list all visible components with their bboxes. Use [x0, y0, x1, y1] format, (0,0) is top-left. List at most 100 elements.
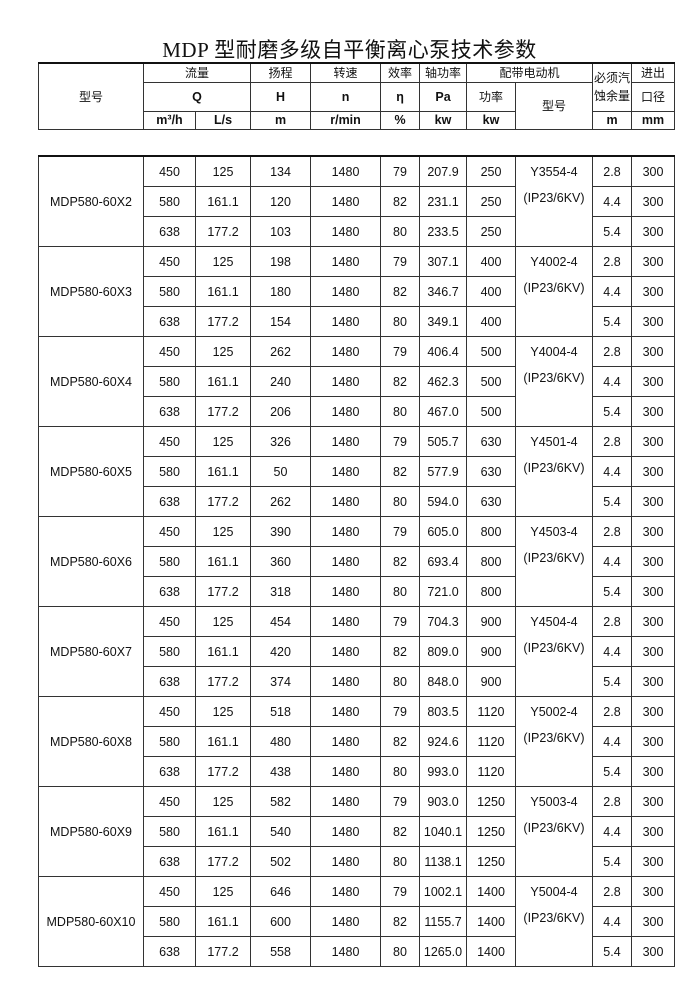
speed: 1480 — [310, 306, 381, 337]
motor-power: 250 — [466, 216, 516, 247]
flow-ls: 125 — [195, 426, 251, 457]
shaft-power: 207.9 — [419, 155, 467, 187]
motor-power: 630 — [466, 426, 516, 457]
port: 300 — [631, 936, 675, 967]
flow-m3h: 580 — [143, 906, 196, 937]
flow-m3h: 580 — [143, 186, 196, 217]
port: 300 — [631, 636, 675, 667]
motor-model-cell: Y3554-4 (IP23/6KV) — [515, 155, 593, 247]
motor-power: 400 — [466, 246, 516, 277]
flow-ls: 161.1 — [195, 906, 251, 937]
port: 300 — [631, 426, 675, 457]
unit-eta: % — [380, 110, 421, 130]
flow-ls: 125 — [195, 336, 251, 367]
efficiency: 79 — [380, 246, 420, 277]
efficiency: 82 — [380, 816, 420, 847]
npsh: 5.4 — [592, 756, 632, 787]
table-row: 638 177.2 502 1480 80 1138.1 1250 5.4 300 — [39, 846, 675, 877]
port: 300 — [631, 666, 675, 697]
head: 502 — [250, 846, 311, 877]
motor-model: Y5004-4 — [530, 885, 578, 899]
head: 103 — [250, 216, 311, 247]
npsh: 4.4 — [592, 456, 632, 487]
flow-m3h: 450 — [143, 606, 196, 637]
flow-ls: 125 — [195, 876, 251, 907]
header-npsh: 必须汽蚀余量 — [592, 62, 633, 112]
table-row: 638 177.2 558 1480 80 1265.0 1400 5.4 300 — [39, 936, 675, 967]
flow-ls: 125 — [195, 246, 251, 277]
flow-m3h: 638 — [143, 216, 196, 247]
head: 600 — [250, 906, 311, 937]
header-h: H — [250, 81, 312, 112]
motor-model: Y4002-4 — [530, 255, 578, 269]
shaft-power: 924.6 — [419, 726, 467, 757]
flow-ls: 177.2 — [195, 576, 251, 607]
flow-m3h: 638 — [143, 486, 196, 517]
model-cell: MDP580-60X6 — [38, 516, 144, 607]
flow-ls: 177.2 — [195, 936, 251, 967]
efficiency: 79 — [380, 516, 420, 547]
speed: 1480 — [310, 636, 381, 667]
speed: 1480 — [310, 906, 381, 937]
flow-ls: 125 — [195, 606, 251, 637]
shaft-power: 704.3 — [419, 606, 467, 637]
flow-ls: 125 — [195, 516, 251, 547]
efficiency: 80 — [380, 396, 420, 427]
npsh: 5.4 — [592, 666, 632, 697]
table-row: 638 177.2 262 1480 80 594.0 630 5.4 300 — [39, 486, 675, 517]
npsh: 5.4 — [592, 846, 632, 877]
flow-m3h: 580 — [143, 456, 196, 487]
speed: 1480 — [310, 486, 381, 517]
shaft-power: 1155.7 — [419, 906, 467, 937]
port: 300 — [631, 276, 675, 307]
motor-power: 900 — [466, 636, 516, 667]
speed: 1480 — [310, 936, 381, 967]
unit-mp: kw — [466, 110, 517, 130]
page-title: MDP 型耐磨多级自平衡离心泵技术参数 — [162, 38, 537, 62]
model-cell: MDP580-60X9 — [38, 786, 144, 877]
efficiency: 80 — [380, 666, 420, 697]
head: 120 — [250, 186, 311, 217]
port: 300 — [631, 366, 675, 397]
motor-protection: (IP23/6KV) — [523, 551, 585, 565]
table-row: MDP580-60X6 450 125 390 1480 79 605.0 800 Y4503-… — [38, 516, 675, 607]
table-row: 638 177.2 103 1480 80 233.5 250 5.4 300 — [39, 216, 675, 247]
speed: 1480 — [310, 606, 381, 637]
table-row: 580 161.1 240 1480 82 462.3 500 4.4 300 — [39, 366, 675, 397]
motor-protection: (IP23/6KV) — [523, 731, 585, 745]
flow-m3h: 450 — [143, 786, 196, 817]
flow-m3h: 450 — [143, 426, 196, 457]
npsh: 2.8 — [592, 246, 632, 277]
model-cell: MDP580-60X2 — [38, 155, 144, 247]
flow-m3h: 638 — [143, 306, 196, 337]
speed: 1480 — [310, 366, 381, 397]
flow-ls: 177.2 — [195, 666, 251, 697]
header-motor-model: 型号 — [515, 81, 594, 130]
speed: 1480 — [310, 546, 381, 577]
motor-power: 1120 — [466, 696, 516, 727]
motor-power: 400 — [466, 276, 516, 307]
table-row: MDP580-60X7 450 125 454 1480 79 704.3 900 Y4504-… — [38, 606, 675, 697]
flow-m3h: 450 — [143, 696, 196, 727]
motor-model-cell: Y4004-4 (IP23/6KV) — [515, 336, 593, 427]
flow-ls: 161.1 — [195, 366, 251, 397]
header-pa: Pa — [419, 81, 468, 112]
motor-protection: (IP23/6KV) — [523, 281, 585, 295]
efficiency: 82 — [380, 726, 420, 757]
port: 300 — [631, 486, 675, 517]
npsh: 4.4 — [592, 636, 632, 667]
flow-m3h: 638 — [143, 936, 196, 967]
flow-ls: 125 — [195, 696, 251, 727]
shaft-power: 1265.0 — [419, 936, 467, 967]
shaft-power: 1138.1 — [419, 846, 467, 877]
shaft-power: 462.3 — [419, 366, 467, 397]
flow-ls: 161.1 — [195, 546, 251, 577]
flow-ls: 161.1 — [195, 726, 251, 757]
header-speed: 转速 — [310, 62, 382, 83]
flow-m3h: 580 — [143, 276, 196, 307]
flow-ls: 161.1 — [195, 276, 251, 307]
npsh: 2.8 — [592, 876, 632, 907]
efficiency: 79 — [380, 876, 420, 907]
table-row: 580 161.1 50 1480 82 577.9 630 4.4 300 — [39, 456, 675, 487]
speed: 1480 — [310, 426, 381, 457]
